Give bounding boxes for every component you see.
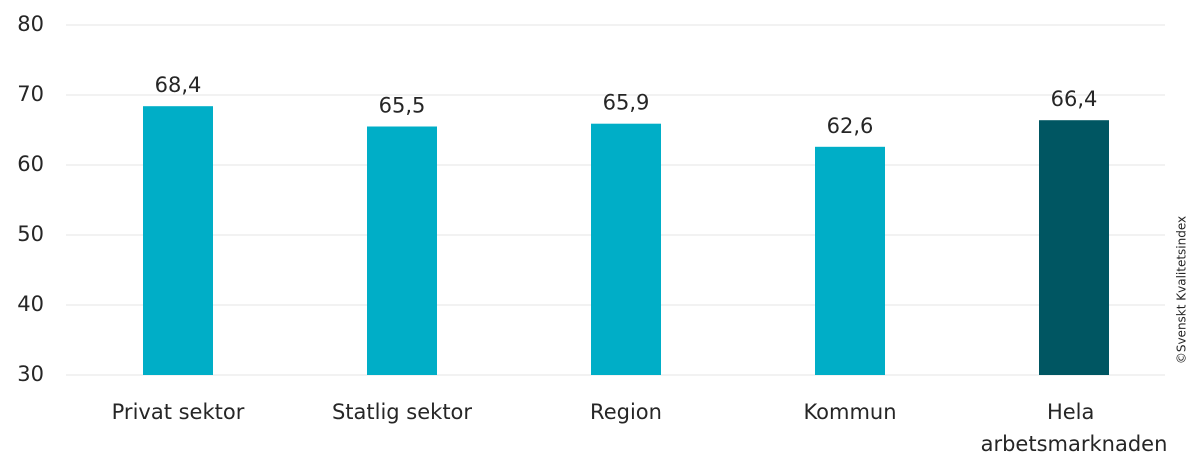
value-label: 65,9 <box>603 91 650 115</box>
bar <box>1039 120 1109 375</box>
source-note: ©Svenskt Kvalitetsindex <box>1175 216 1189 364</box>
x-tick-label: Privat sektor <box>112 400 245 424</box>
x-tick-label: Hela arbetsmarknaden <box>981 400 1168 456</box>
x-tick-label: Region <box>590 400 662 424</box>
bar <box>367 126 437 375</box>
value-label: 62,6 <box>827 114 874 138</box>
bar <box>143 106 213 375</box>
y-tick-label: 50 <box>17 222 44 246</box>
y-tick-label: 60 <box>17 152 44 176</box>
bar <box>591 123 661 375</box>
value-label: 68,4 <box>155 73 202 97</box>
y-tick-label: 70 <box>17 82 44 106</box>
x-tick-label: Statlig sektor <box>332 400 472 424</box>
value-label: 65,5 <box>379 94 426 118</box>
x-tick-label: Kommun <box>803 400 896 424</box>
y-tick-label: 40 <box>17 292 44 316</box>
y-tick-label: 80 <box>17 12 44 36</box>
bar <box>815 146 885 375</box>
value-label: 66,4 <box>1051 87 1098 111</box>
y-tick-label: 30 <box>17 362 44 386</box>
